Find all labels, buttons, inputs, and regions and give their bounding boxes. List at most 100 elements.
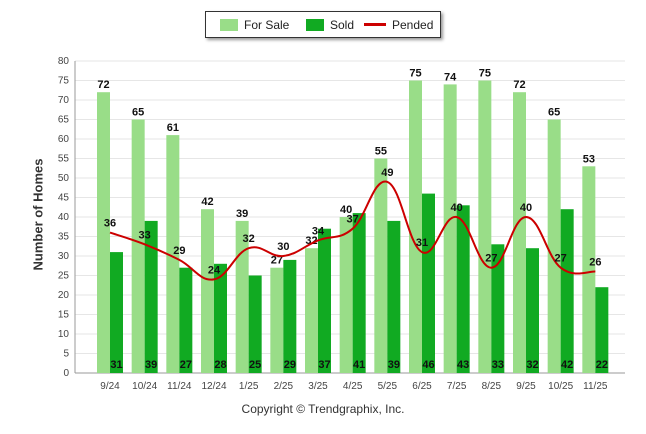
bar-for-sale <box>443 84 457 374</box>
bar-for-sale <box>374 158 388 373</box>
data-label-sold: 27 <box>180 359 192 371</box>
bar-for-sale <box>339 217 353 373</box>
y-axis-label: Number of Homes <box>30 158 46 271</box>
x-tick-label: 2/25 <box>274 381 294 392</box>
bar-for-sale <box>305 248 318 373</box>
data-label-for-sale: 72 <box>513 79 525 91</box>
legend-item-sold[interactable]: Sold <box>306 12 354 37</box>
bar-sold <box>283 259 297 373</box>
x-tick-label: 11/25 <box>583 381 608 392</box>
data-label-for-sale: 74 <box>444 71 457 83</box>
data-label-pended: 31 <box>416 237 428 249</box>
data-label-pended: 34 <box>312 225 325 237</box>
data-label-sold: 25 <box>249 359 261 371</box>
bar-for-sale <box>97 92 110 373</box>
data-label-sold: 22 <box>596 359 608 371</box>
data-label-pended: 49 <box>381 167 393 179</box>
bar-sold <box>110 252 123 373</box>
y-tick-label: 75 <box>58 76 70 87</box>
bar-for-sale <box>478 80 492 373</box>
data-label-for-sale: 65 <box>132 107 144 119</box>
data-label-pended: 24 <box>208 264 221 276</box>
legend-label-pended: Pended <box>392 17 434 32</box>
data-label-sold: 28 <box>214 359 226 371</box>
y-tick-label: 5 <box>63 349 69 360</box>
y-tick-label: 15 <box>58 310 70 321</box>
x-tick-label: 10/25 <box>548 381 573 392</box>
y-tick-label: 20 <box>58 290 70 301</box>
legend-item-pended[interactable]: Pended <box>364 12 433 37</box>
data-label-for-sale: 39 <box>236 208 248 220</box>
legend-swatch-for-sale <box>220 18 238 31</box>
bar-for-sale <box>582 166 596 373</box>
legend-item-for-sale[interactable]: For Sale <box>220 12 289 37</box>
legend-swatch-pended <box>364 23 386 26</box>
legend: For Sale Sold Pended <box>205 11 441 38</box>
x-tick-label: 10/24 <box>132 381 157 392</box>
x-tick-label: 11/24 <box>167 381 192 392</box>
y-tick-label: 25 <box>58 271 70 282</box>
data-label-pended: 40 <box>451 202 463 214</box>
data-label-sold: 39 <box>388 359 400 371</box>
data-label-for-sale: 75 <box>479 68 491 80</box>
bar-sold <box>560 209 574 373</box>
data-label-pended: 27 <box>555 253 567 265</box>
y-tick-label: 10 <box>58 329 70 340</box>
x-tick-label: 7/25 <box>447 381 467 392</box>
x-tick-label: 9/25 <box>516 381 536 392</box>
x-tick-label: 4/25 <box>343 381 363 392</box>
bar-for-sale <box>547 119 561 373</box>
bar-sold <box>526 248 539 373</box>
bar-sold <box>491 244 505 373</box>
y-tick-label: 60 <box>58 134 70 145</box>
x-tick-label: 3/25 <box>308 381 328 392</box>
data-label-sold: 43 <box>457 359 469 371</box>
data-label-pended: 33 <box>139 229 151 241</box>
data-label-sold: 39 <box>145 359 157 371</box>
x-tick-label: 9/24 <box>100 381 120 392</box>
bar-sold <box>456 205 470 373</box>
data-label-sold: 42 <box>561 359 573 371</box>
bar-sold <box>318 228 331 373</box>
bar-sold <box>422 193 435 373</box>
x-tick-label: 8/25 <box>482 381 502 392</box>
y-tick-label: 0 <box>63 368 69 379</box>
data-label-for-sale: 61 <box>167 122 179 134</box>
bar-sold <box>352 213 366 373</box>
data-label-for-sale: 75 <box>409 68 421 80</box>
bar-sold <box>248 275 262 373</box>
bar-for-sale <box>409 80 422 373</box>
data-label-sold: 32 <box>526 359 538 371</box>
y-tick-label: 50 <box>58 173 70 184</box>
data-label-sold: 46 <box>422 359 434 371</box>
data-label-pended: 36 <box>104 218 116 230</box>
data-label-pended: 26 <box>589 257 601 269</box>
data-label-for-sale: 42 <box>201 196 213 208</box>
data-label-pended: 32 <box>243 233 255 245</box>
bar-sold <box>214 263 227 373</box>
bar-sold <box>595 287 609 373</box>
data-label-pended: 40 <box>520 202 532 214</box>
legend-label-for-sale: For Sale <box>244 17 290 32</box>
bar-for-sale <box>131 119 145 373</box>
bar-for-sale <box>513 92 526 373</box>
x-tick-label: 5/25 <box>378 381 398 392</box>
data-label-for-sale: 55 <box>375 146 387 158</box>
data-label-for-sale: 72 <box>97 79 109 91</box>
y-tick-label: 55 <box>58 154 70 165</box>
y-tick-label: 30 <box>58 251 70 262</box>
legend-swatch-sold <box>306 18 324 31</box>
y-tick-label: 65 <box>58 115 70 126</box>
data-label-sold: 33 <box>492 359 504 371</box>
data-label-for-sale: 27 <box>271 255 283 267</box>
data-label-for-sale: 65 <box>548 107 560 119</box>
bar-for-sale <box>201 209 214 373</box>
bar-sold <box>179 267 193 373</box>
bar-for-sale <box>235 220 249 373</box>
copyright-footer: Copyright © Trendgraphix, Inc. <box>241 402 405 416</box>
data-label-pended: 37 <box>347 214 359 226</box>
y-tick-label: 40 <box>58 212 70 223</box>
data-label-sold: 29 <box>284 359 296 371</box>
x-tick-label: 1/25 <box>239 381 259 392</box>
